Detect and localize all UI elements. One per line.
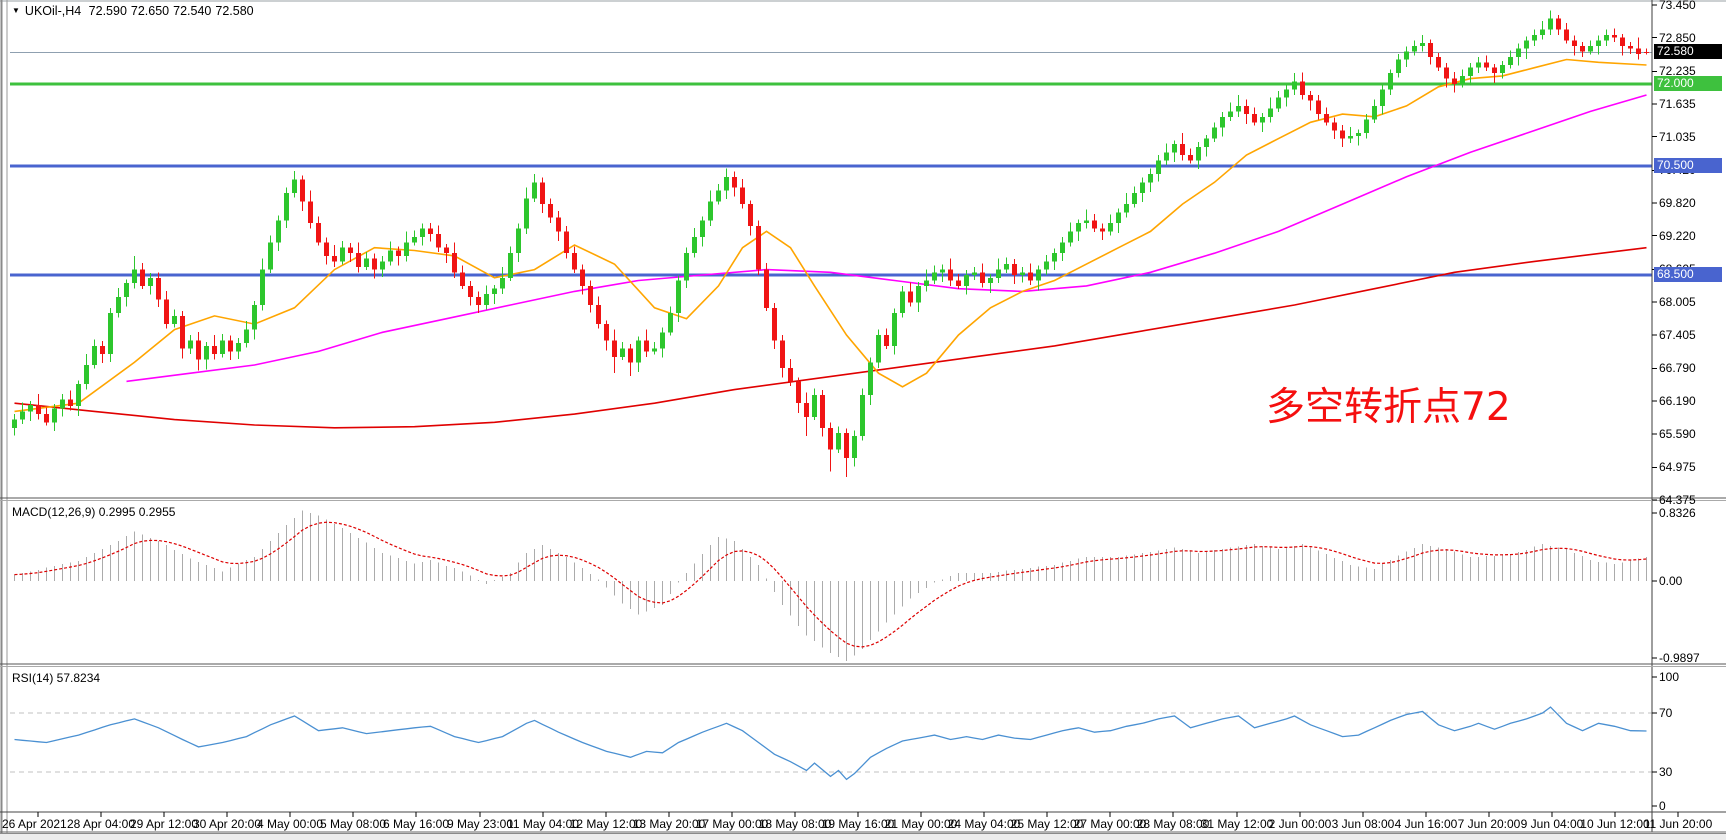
time-axis-label: 31 May 12:00 — [1200, 817, 1274, 831]
quote-close: 72.580 — [215, 4, 254, 18]
price-axis-tick: 73.450 — [1659, 0, 1696, 12]
price-axis-tick: 66.790 — [1659, 361, 1696, 376]
macd-panel — [13, 510, 1648, 661]
ma-slow-line — [14, 246, 1647, 429]
rsi-panel — [10, 706, 1652, 781]
window-footer-strip — [0, 833, 1726, 840]
time-axis-label: 12 May 12:00 — [569, 817, 643, 831]
time-axis-label: 11 May 04:00 — [507, 817, 579, 831]
quote-low: 72.540 — [173, 4, 212, 18]
price-axis-tick: 64.975 — [1659, 460, 1696, 475]
macd-indicator-label: MACD(12,26,9) 0.2995 0.2955 — [12, 505, 176, 519]
price-axis-tick: 71.635 — [1659, 97, 1696, 111]
time-axis-label: 29 Apr 12:00 — [129, 817, 199, 831]
time-axis-label: 6 May 16:00 — [382, 817, 450, 831]
collapse-arrow-icon[interactable]: ▼ — [12, 6, 20, 15]
time-axis-label: 2 Jun 00:00 — [1268, 817, 1332, 831]
price-axis-tick: 69.820 — [1659, 196, 1696, 211]
macd-axis-tick: -0.9897 — [1659, 651, 1700, 665]
price-axis-tick: 64.375 — [1659, 493, 1696, 508]
time-axis-label: 19 May 16:00 — [821, 817, 895, 831]
rsi-axis-tick: 0 — [1659, 799, 1666, 813]
time-axis-label: 26 Apr 2021 — [2, 817, 67, 831]
time-axis-label: 11 Jun 20:00 — [1643, 817, 1713, 831]
price-axis-tick: 69.220 — [1659, 228, 1696, 243]
time-axis-label: 10 Jun 12:00 — [1580, 817, 1650, 831]
time-axis-label: 30 Apr 20:00 — [192, 817, 262, 831]
rsi-indicator-label: RSI(14) 57.8234 — [12, 671, 101, 685]
time-axis-label: 21 May 00:00 — [884, 817, 958, 831]
time-axis-label: 4 Jun 16:00 — [1394, 817, 1458, 831]
time-axis-label: 9 Jun 04:00 — [1520, 817, 1584, 831]
quote-open: 72.590 — [88, 4, 127, 18]
price-axis-tick: 65.590 — [1659, 426, 1696, 441]
quote-high: 72.650 — [130, 4, 170, 18]
price-axis-tick: 68.005 — [1659, 295, 1696, 310]
time-axis-label: 5 May 08:00 — [319, 817, 387, 831]
ma-mid-line — [126, 94, 1647, 383]
time-axis-label: 28 Apr 04:00 — [66, 817, 136, 831]
price-level-badge: 68.500 — [1654, 267, 1722, 283]
time-axis-label: 25 May 12:00 — [1010, 817, 1084, 831]
main-panel — [10, 10, 1652, 477]
time-axis-label: 13 May 20:00 — [632, 817, 706, 831]
time-axis-label: 18 May 08:00 — [758, 817, 832, 831]
rsi-line — [14, 706, 1647, 781]
time-axis-label: 27 May 00:00 — [1073, 817, 1147, 831]
macd-axis-tick: 0.00 — [1659, 574, 1683, 588]
time-axis-label: 7 Jun 20:00 — [1457, 817, 1521, 831]
macd-signal-line — [14, 521, 1647, 648]
time-axis-label: 9 May 23:00 — [446, 817, 514, 831]
quote-bar: ▼ UKOil-,H4 72.590 72.650 72.540 72.580 — [12, 4, 258, 18]
time-axis-label: 24 May 04:00 — [947, 817, 1021, 831]
rsi-axis-tick: 30 — [1659, 765, 1673, 779]
time-axis-label: 3 Jun 08:00 — [1331, 817, 1395, 831]
price-axis-tick: 72.850 — [1659, 30, 1696, 45]
price-axis-tick: 67.405 — [1659, 327, 1696, 342]
ma-fast-line — [14, 58, 1647, 413]
rsi-axis-tick: 100 — [1659, 670, 1680, 684]
price-axis-tick: 66.190 — [1659, 394, 1696, 409]
symbol-timeframe-label: UKOil-,H4 — [24, 4, 82, 18]
candlestick-series — [12, 10, 1649, 477]
price-level-badge: 72.580 — [1654, 44, 1722, 60]
rsi-axis-tick: 70 — [1659, 706, 1673, 720]
time-axis-label: 17 May 00:00 — [695, 817, 769, 831]
price-axis-tick: 72.235 — [1659, 64, 1696, 79]
time-axis-label: 4 May 00:00 — [256, 817, 324, 831]
time-axis-label: 28 May 08:00 — [1136, 817, 1210, 831]
trend-annotation-text: 多空转折点72 — [1266, 385, 1511, 430]
price-level-badge: 72.000 — [1654, 76, 1722, 92]
price-level-badge: 70.500 — [1654, 157, 1722, 173]
price-axis-tick: 71.035 — [1659, 129, 1696, 144]
macd-axis-tick: 0.8326 — [1659, 506, 1696, 520]
